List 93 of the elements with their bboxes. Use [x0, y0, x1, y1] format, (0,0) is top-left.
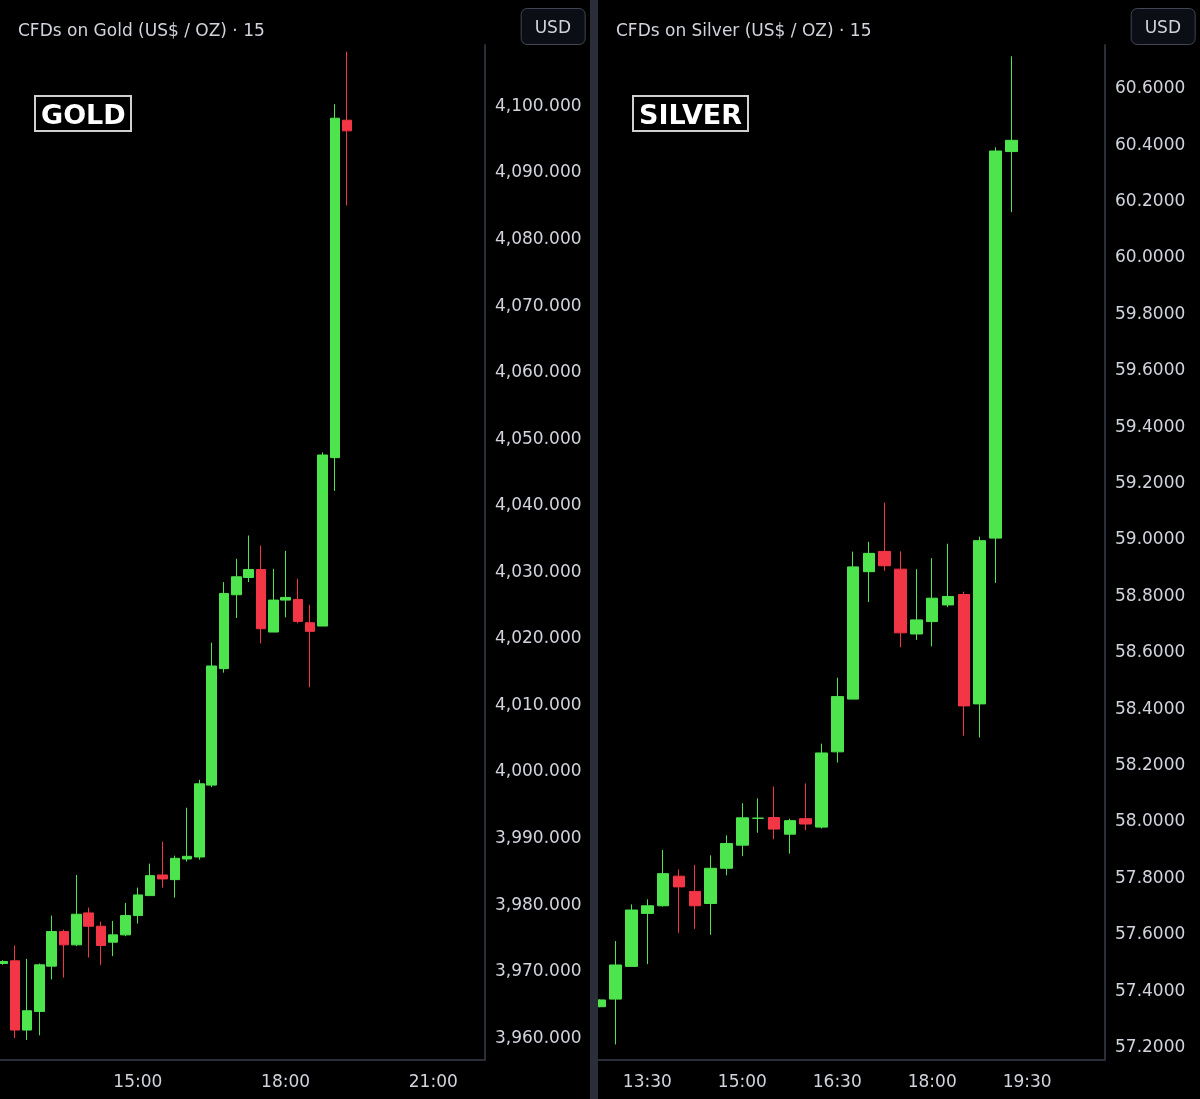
y-tick-label: 4,030.000: [495, 560, 582, 581]
candlestick: [847, 551, 859, 700]
x-tick-label: 18:00: [261, 1070, 311, 1091]
candlestick: [720, 834, 733, 876]
candlestick: [752, 797, 764, 834]
candlestick: [689, 864, 701, 930]
candlestick: [157, 841, 168, 889]
candlestick: [108, 920, 118, 957]
x-tick-label: 13:30: [622, 1070, 672, 1091]
chart-title: CFDs on Gold (US$ / OZ) · 15: [18, 19, 265, 40]
x-tick-label: 21:00: [408, 1070, 458, 1091]
y-tick-label: 4,080.000: [495, 228, 582, 249]
candlestick: [10, 945, 20, 1039]
candlestick: [145, 863, 155, 897]
y-tick-label: 58.0000: [1115, 810, 1186, 831]
candlestick: [219, 581, 229, 674]
y-tick-label: 60.6000: [1115, 77, 1186, 98]
candlestick: [120, 902, 131, 937]
candlestick: [59, 929, 69, 978]
candlestick: [305, 604, 315, 688]
candlestick: [768, 786, 780, 840]
candlestick: [22, 958, 32, 1041]
chart-title: CFDs on Silver (US$ / OZ) · 15: [616, 19, 872, 40]
candlestick: [1005, 55, 1018, 213]
y-tick-label: 4,050.000: [495, 427, 582, 448]
candlestick: [96, 921, 106, 966]
x-tick-label: 16:30: [812, 1070, 862, 1091]
candlestick: [910, 568, 923, 641]
y-tick-label: 57.4000: [1115, 979, 1186, 1000]
y-tick-label: 4,070.000: [495, 294, 582, 315]
y-tick-label: 3,980.000: [495, 893, 582, 914]
candlestick: [170, 855, 180, 899]
y-tick-label: 3,970.000: [495, 960, 582, 981]
candlestick: [863, 541, 875, 603]
candlestick: [133, 887, 143, 925]
x-tick-label: 19:30: [1002, 1070, 1052, 1091]
candlestick: [942, 543, 954, 608]
candlestick: [736, 802, 749, 857]
candlestick: [815, 743, 828, 830]
candlestick: [83, 907, 94, 958]
candlestick: [784, 818, 796, 855]
y-tick-label: 58.6000: [1115, 641, 1186, 662]
y-tick-label: 4,090.000: [495, 161, 582, 182]
y-tick-label: 57.8000: [1115, 866, 1186, 887]
y-tick-label: 3,960.000: [495, 1026, 582, 1047]
annotation: GOLD: [41, 99, 126, 130]
candlestick: [182, 807, 192, 863]
y-tick-label: 4,060.000: [495, 361, 582, 382]
y-tick-label: 60.2000: [1115, 190, 1186, 211]
candlestick: [625, 903, 638, 967]
y-tick-label: 58.8000: [1115, 584, 1186, 605]
candlestick: [673, 868, 685, 934]
y-tick-label: 60.4000: [1115, 133, 1186, 154]
y-tick-label: 59.6000: [1115, 359, 1186, 380]
x-tick-label: 15:00: [113, 1070, 163, 1091]
candlestick: [894, 550, 907, 648]
candlestick: [609, 940, 622, 1045]
candlestick: [641, 898, 654, 965]
candlestick: [293, 578, 303, 624]
x-tick-label: 15:00: [717, 1070, 767, 1091]
y-tick-label: 3,990.000: [495, 827, 582, 848]
y-axis-title: USD: [534, 16, 571, 37]
candlestick: [71, 874, 82, 947]
y-tick-label: 4,010.000: [495, 693, 582, 714]
candlestick: [704, 854, 717, 936]
candlestick: [342, 51, 352, 206]
y-tick-label: 4,100.000: [495, 94, 582, 115]
candlestick: [256, 545, 266, 644]
y-tick-label: 57.2000: [1115, 1035, 1186, 1056]
candlestick: [657, 849, 669, 908]
y-tick-label: 59.0000: [1115, 528, 1186, 549]
y-tick-label: 4,040.000: [495, 494, 582, 515]
candlestick: [799, 782, 812, 831]
candlestick: [926, 557, 938, 647]
candlestick: [317, 451, 328, 627]
y-tick-label: 59.2000: [1115, 472, 1186, 493]
y-tick-label: 60.0000: [1115, 246, 1186, 267]
y-tick-label: 4,000.000: [495, 760, 582, 781]
candlestick: [989, 146, 1002, 584]
y-tick-label: 59.4000: [1115, 415, 1186, 436]
y-axis-title: USD: [1144, 16, 1181, 37]
y-tick-label: 57.6000: [1115, 923, 1186, 944]
candlestick: [878, 502, 891, 572]
candlestick: [958, 591, 970, 737]
y-tick-label: 59.8000: [1115, 302, 1186, 323]
y-tick-label: 4,020.000: [495, 627, 582, 648]
y-tick-label: 58.4000: [1115, 697, 1186, 718]
candlestick: [973, 536, 986, 738]
candlestick: [831, 677, 844, 764]
x-tick-label: 18:00: [907, 1070, 957, 1091]
y-tick-label: 58.2000: [1115, 753, 1186, 774]
candlestick: [330, 103, 340, 492]
annotation: SILVER: [639, 99, 743, 130]
